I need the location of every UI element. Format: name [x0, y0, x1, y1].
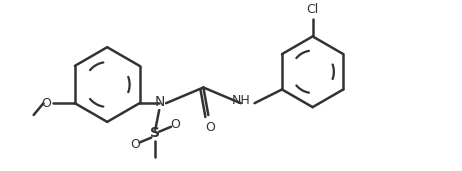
Text: N: N [155, 95, 165, 109]
Text: O: O [170, 118, 180, 131]
Text: O: O [131, 138, 140, 151]
Text: NH: NH [231, 94, 250, 107]
Text: O: O [42, 97, 51, 110]
Text: Cl: Cl [306, 3, 319, 16]
Text: S: S [150, 126, 160, 140]
Text: O: O [205, 121, 215, 134]
